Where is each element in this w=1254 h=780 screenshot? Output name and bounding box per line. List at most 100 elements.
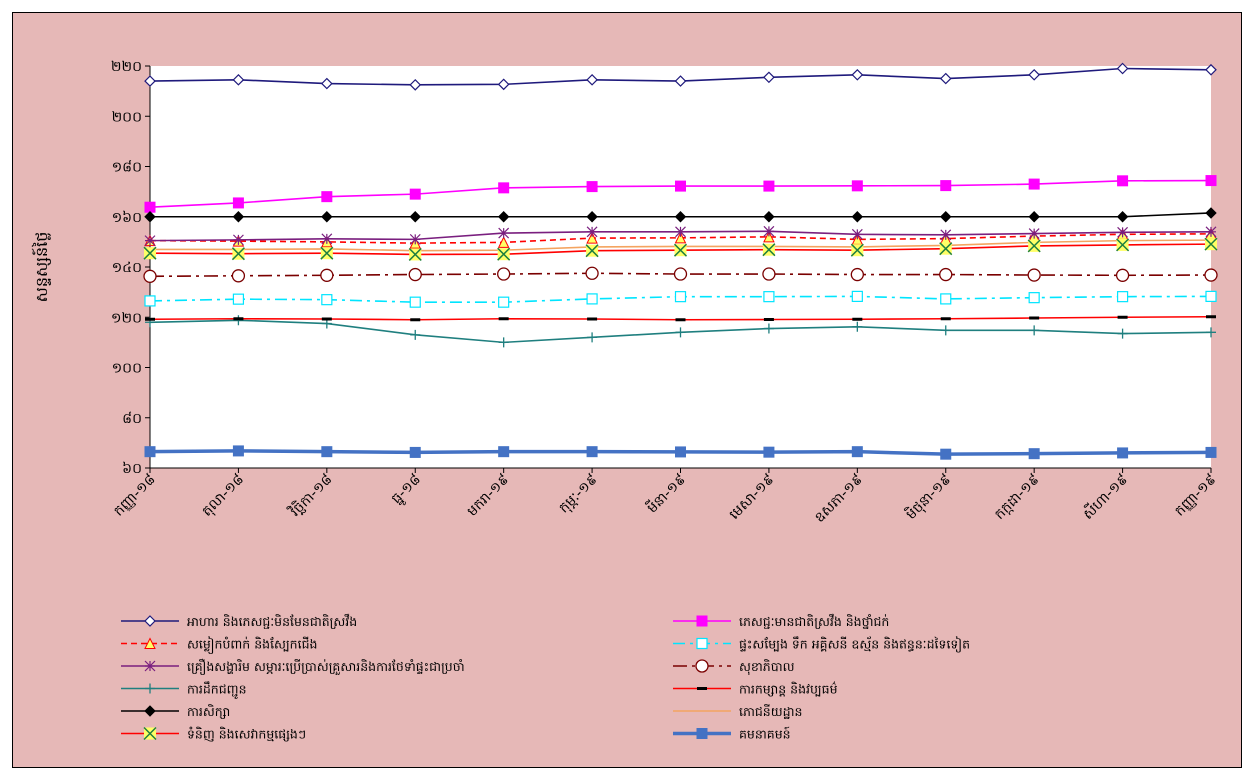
data-point <box>498 337 509 348</box>
data-point <box>585 266 599 280</box>
data-point <box>497 267 511 281</box>
data-point <box>232 197 244 209</box>
data-point <box>852 321 863 332</box>
data-point <box>763 291 775 303</box>
marker-cross <box>1027 239 1041 253</box>
data-point <box>1028 68 1041 81</box>
data-point <box>144 235 156 247</box>
x-tick-label: កក្កដា-១៩ <box>992 471 1043 522</box>
data-point <box>1028 448 1040 460</box>
data-point <box>497 236 510 248</box>
marker-cross <box>1116 238 1130 252</box>
data-point <box>851 228 863 240</box>
plot-area <box>150 66 1211 468</box>
data-point <box>143 246 157 260</box>
data-point <box>940 211 952 223</box>
legend-label: គមនាគមន៍ <box>739 727 791 742</box>
data-point <box>1205 63 1217 76</box>
legend-item-6: ការដឹកជញ្ជូន <box>121 681 247 700</box>
data-point <box>321 211 333 223</box>
series-0 <box>144 62 1217 91</box>
y-tick-label: ១២០ <box>111 310 142 326</box>
data-point <box>498 446 510 458</box>
legend-item-4: គ្រឿងសង្ហារិម សម្ភារៈប្រើប្រាស់គ្រួសារនិ… <box>121 658 465 675</box>
y-tick-label: ១៨០ <box>112 160 142 176</box>
y-tick-label: ៦០ <box>122 461 142 477</box>
data-point <box>763 230 775 243</box>
data-point <box>939 242 953 256</box>
data-point <box>1116 238 1130 252</box>
data-point <box>232 211 245 223</box>
data-point <box>408 267 422 282</box>
legend-marker <box>144 705 156 717</box>
data-point <box>320 77 333 90</box>
data-point <box>673 267 688 281</box>
y-tick-label: ១៤០ <box>112 260 142 276</box>
data-point <box>586 293 598 305</box>
legend-marker <box>696 728 708 739</box>
legend-item-3: ផ្ទះសម្បែង ទឹក អគ្គិសនី ឧស្ម័ន និងឥន្ធនៈ… <box>673 636 970 653</box>
data-point <box>497 247 511 261</box>
legend-marker <box>144 660 156 672</box>
data-point <box>409 233 421 245</box>
data-point <box>763 323 774 334</box>
data-point <box>674 291 687 303</box>
legend-item-1: ភេសជ្ជៈមានជាតិស្រវឹង និងថ្នាំជក់ <box>673 613 889 630</box>
y-tick-label: ២០០ <box>112 109 142 125</box>
data-point <box>940 180 952 192</box>
data-point <box>939 72 952 85</box>
series-5 <box>143 266 1218 283</box>
data-point <box>851 68 864 81</box>
chart-frame: ៦០ ៨០ ១០០ ១២០ ១៤០ ១៦០ ១៨០ ២០០ ២២០ កញ្ញា-១៨ តុលា-១៨… <box>12 12 1242 768</box>
data-point <box>232 73 245 86</box>
data-point <box>851 180 863 192</box>
marker-cross <box>231 247 245 261</box>
data-point <box>762 267 776 281</box>
data-point <box>851 290 863 302</box>
data-point <box>1028 228 1040 240</box>
data-point <box>232 234 244 246</box>
data-point <box>1117 226 1129 238</box>
data-point <box>940 325 951 336</box>
data-point <box>409 78 422 91</box>
marker-cross <box>408 247 422 261</box>
data-point <box>320 246 334 260</box>
marker-cross <box>497 247 511 261</box>
data-point <box>497 211 510 223</box>
y-tick-label: ១០០ <box>112 361 142 377</box>
data-point <box>1117 175 1129 187</box>
data-point <box>940 229 952 241</box>
legend-label: ផ្ទះសម្បែង ទឹក អគ្គិសនី ឧស្ម័ន និងឥន្ធនៈ… <box>739 636 970 653</box>
data-point <box>410 329 421 340</box>
data-point <box>1027 239 1041 253</box>
x-tick-label: មិថុនា-១៩ <box>902 470 956 524</box>
legend-item-7: ការកម្សាន្ត និងវប្បធម៌ <box>673 682 838 698</box>
series-8 <box>144 207 1217 223</box>
data-point <box>1029 325 1040 336</box>
data-point <box>143 269 157 283</box>
data-point <box>940 293 952 305</box>
data-point <box>409 446 421 458</box>
legend-label: ការកម្សាន្ត និងវប្បធម៌ <box>739 682 838 698</box>
x-tick-label: សីហា-១៩ <box>1079 470 1132 523</box>
x-tick-label: កុម្ភៈ-១៩ <box>556 471 602 517</box>
data-point <box>144 75 156 87</box>
data-point <box>851 211 864 223</box>
data-point <box>1115 268 1130 282</box>
data-point <box>144 295 156 307</box>
x-tick-label: តុលា-១៨ <box>199 471 248 520</box>
marker-cross <box>939 242 953 256</box>
data-point <box>1116 291 1129 303</box>
data-point <box>1204 237 1218 251</box>
legend-marker <box>145 683 155 694</box>
data-point <box>675 226 686 238</box>
data-point <box>144 446 156 458</box>
y-axis-title: សន្ទស្សន៍ថ្លៃ <box>31 232 51 303</box>
legend-marker <box>696 637 708 650</box>
data-point <box>586 446 598 458</box>
marker-cross <box>1204 237 1218 251</box>
data-point <box>232 293 245 305</box>
legend-label: ទំនិញ និងសេវាកម្មផ្សេងៗ <box>187 727 306 743</box>
legend-marker <box>143 726 157 741</box>
data-point <box>1205 226 1217 238</box>
